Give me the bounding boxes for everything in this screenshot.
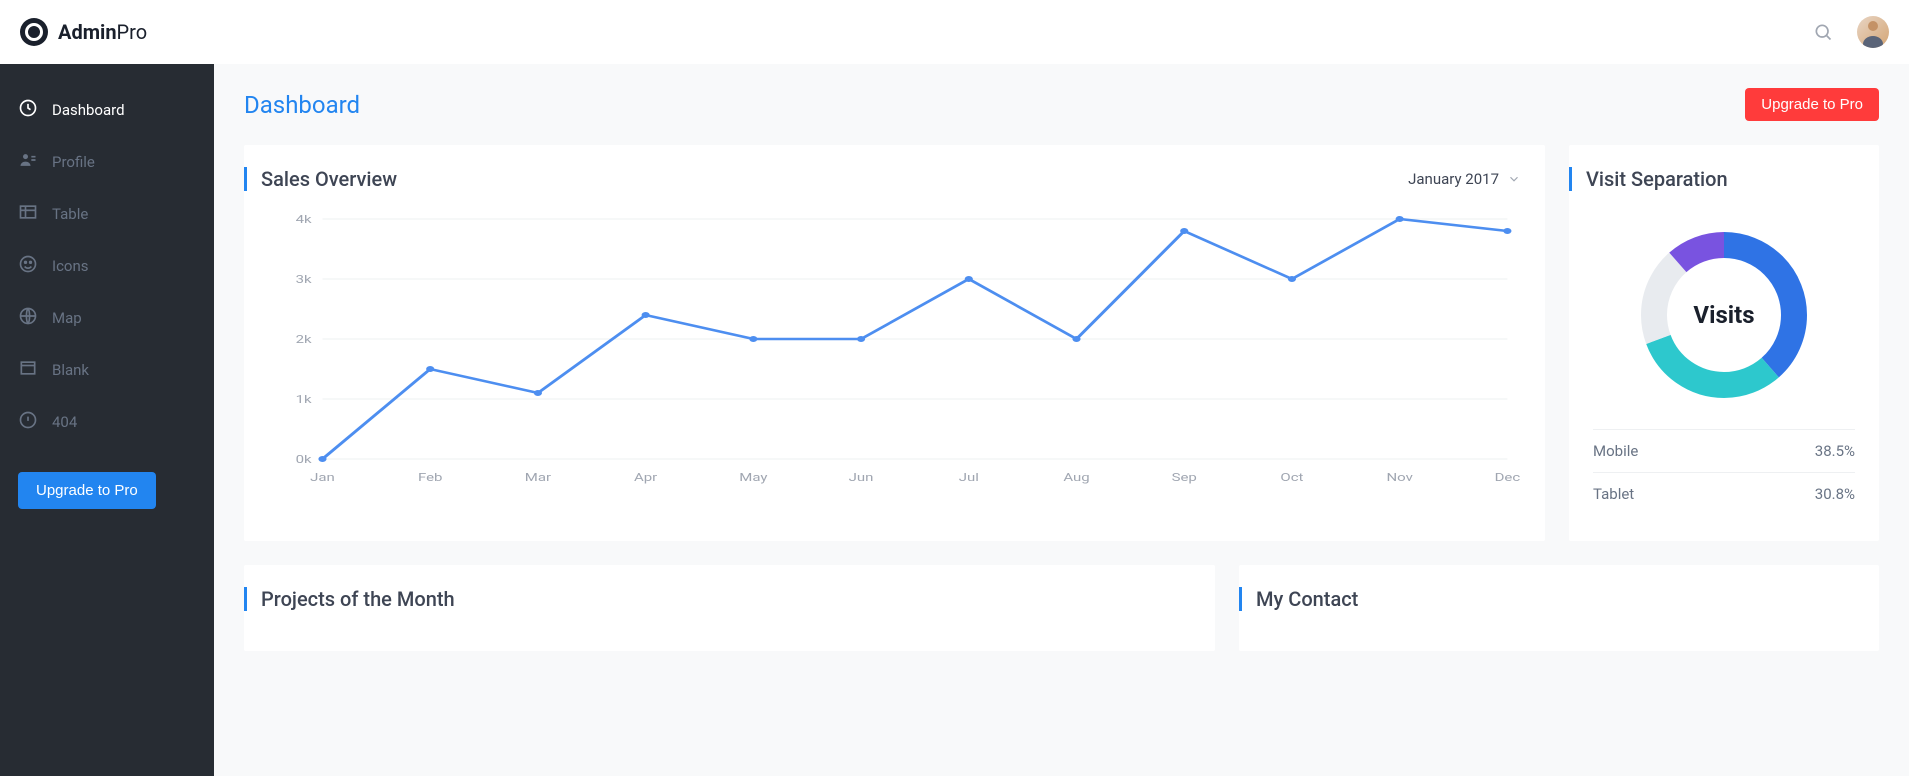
- period-label: January 2017: [1408, 170, 1499, 188]
- chevron-down-icon: [1507, 172, 1521, 186]
- donut-center-label: Visits: [1693, 301, 1754, 329]
- blank-icon: [18, 358, 38, 382]
- svg-text:Sep: Sep: [1172, 472, 1197, 485]
- svg-text:0k: 0k: [296, 454, 312, 467]
- sidebar-item-label: Dashboard: [52, 101, 125, 119]
- sidebar-item-map[interactable]: Map: [0, 292, 214, 344]
- svg-text:2k: 2k: [296, 334, 312, 347]
- svg-text:Jun: Jun: [849, 472, 874, 485]
- table-icon: [18, 202, 38, 226]
- svg-text:Jul: Jul: [959, 472, 979, 485]
- sidebar-item-label: Profile: [52, 153, 95, 171]
- sidebar-item-label: Icons: [52, 257, 89, 275]
- svg-text:Aug: Aug: [1063, 472, 1089, 485]
- dashboard-icon: [18, 98, 38, 122]
- svg-text:Nov: Nov: [1386, 472, 1413, 485]
- error-icon: [18, 410, 38, 434]
- legend-label: Mobile: [1593, 442, 1638, 460]
- svg-text:Jan: Jan: [310, 472, 335, 485]
- legend-value: 30.8%: [1815, 485, 1855, 503]
- contact-title: My Contact: [1256, 587, 1358, 611]
- map-icon: [18, 306, 38, 330]
- projects-title: Projects of the Month: [261, 587, 455, 611]
- upgrade-sidebar-button[interactable]: Upgrade to Pro: [18, 472, 156, 509]
- sidebar-item-profile[interactable]: Profile: [0, 136, 214, 188]
- visit-separation-card: Visit Separation Visits Mobile 38.5% Table…: [1569, 145, 1879, 541]
- projects-card: Projects of the Month: [244, 565, 1215, 651]
- profile-icon: [18, 150, 38, 174]
- svg-text:Dec: Dec: [1495, 472, 1521, 485]
- search-icon[interactable]: [1813, 22, 1833, 42]
- topbar: AdminPro: [0, 0, 1909, 64]
- avatar[interactable]: [1857, 16, 1889, 48]
- logo-text: AdminPro: [58, 20, 147, 44]
- page-title: Dashboard: [244, 91, 360, 119]
- svg-text:1k: 1k: [296, 394, 312, 407]
- logo-icon: [20, 18, 48, 46]
- legend-value: 38.5%: [1815, 442, 1855, 460]
- sidebar-item-icons[interactable]: Icons: [0, 240, 214, 292]
- main-content: Dashboard Upgrade to Pro Sales Overview …: [214, 64, 1909, 776]
- sidebar-item-label: Map: [52, 309, 82, 327]
- svg-text:May: May: [739, 472, 768, 485]
- contact-card: My Contact: [1239, 565, 1879, 651]
- visit-legend: Mobile 38.5% Tablet 30.8%: [1593, 429, 1855, 515]
- legend-row: Mobile 38.5%: [1593, 429, 1855, 472]
- visit-separation-title: Visit Separation: [1586, 167, 1728, 191]
- sidebar-item-label: Table: [52, 205, 88, 223]
- svg-text:Mar: Mar: [525, 472, 552, 485]
- svg-text:3k: 3k: [296, 274, 312, 287]
- visit-donut-chart: Visits: [1634, 225, 1814, 405]
- svg-text:Oct: Oct: [1280, 472, 1303, 485]
- logo[interactable]: AdminPro: [20, 18, 147, 46]
- sales-line-chart: 0k 1k 2k 3k 4k Jan Feb Mar Apr May Jun Jul Aug Sep Oct…: [268, 209, 1521, 489]
- sidebar-item-table[interactable]: Table: [0, 188, 214, 240]
- sidebar-item-label: Blank: [52, 361, 89, 379]
- svg-text:Apr: Apr: [634, 472, 658, 485]
- sidebar-item-404[interactable]: 404: [0, 396, 214, 448]
- period-selector[interactable]: January 2017: [1408, 170, 1521, 188]
- sales-overview-title: Sales Overview: [261, 167, 397, 191]
- legend-row: Tablet 30.8%: [1593, 472, 1855, 515]
- upgrade-top-button[interactable]: Upgrade to Pro: [1745, 88, 1879, 121]
- icons-icon: [18, 254, 38, 278]
- sales-overview-card: Sales Overview January 2017 0k 1k 2k 3k 4k Ja…: [244, 145, 1545, 541]
- svg-text:4k: 4k: [296, 214, 312, 227]
- sidebar: Dashboard Profile Table Icons Map Blank 404 Up…: [0, 64, 214, 776]
- legend-label: Tablet: [1593, 485, 1634, 503]
- sidebar-item-label: 404: [52, 413, 77, 431]
- sidebar-item-dashboard[interactable]: Dashboard: [0, 84, 214, 136]
- svg-text:Feb: Feb: [418, 472, 442, 485]
- sidebar-item-blank[interactable]: Blank: [0, 344, 214, 396]
